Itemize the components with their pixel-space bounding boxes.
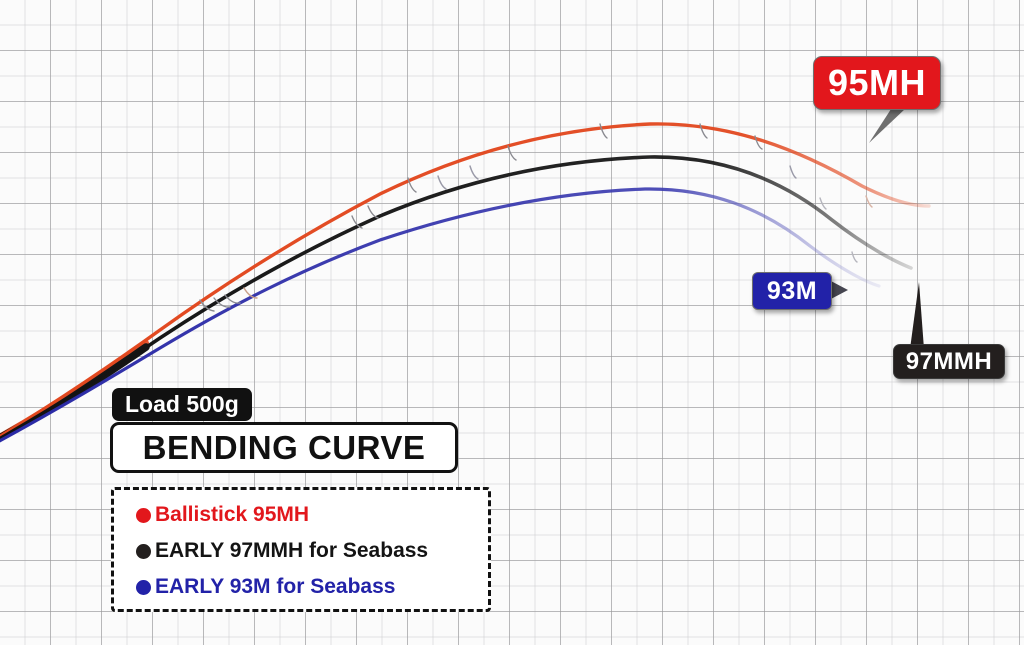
callout-97mmh-label: 97MMH (905, 347, 993, 375)
callout-tail-95mh (869, 106, 906, 143)
legend-item-early-93m: EARLY 93M for Seabass (114, 569, 488, 605)
callout-97mmh[interactable]: 97MMH (893, 344, 1005, 379)
callout-95mh[interactable]: 95MH (813, 56, 941, 110)
chart-title: BENDING CURVE (142, 428, 426, 466)
legend-dot-black (136, 543, 151, 559)
legend-item-early-97mmh: EARLY 97MMH for Seabass (114, 533, 488, 569)
load-badge-label: Load 500g (125, 391, 239, 417)
legend-label-ballistick-95mh: Ballistick 95MH (155, 503, 310, 526)
legend-dot-red (136, 507, 151, 523)
curve-early-93m (0, 187, 881, 443)
rod-guides (199, 123, 873, 312)
callout-tail-97mmh (910, 282, 924, 349)
legend-label-early-93m: EARLY 93M for Seabass (155, 575, 396, 598)
callout-93m-label: 93M (766, 276, 818, 305)
curve-early-97mmh (0, 155, 913, 441)
callout-95mh-label: 95MH (827, 62, 927, 103)
callout-tail-93m (829, 280, 848, 300)
legend-item-ballistick-95mh: Ballistick 95MH (114, 497, 488, 533)
curve-ballistick-95mh (0, 122, 931, 439)
legend: Ballistick 95MH EARLY 97MMH for Seabass … (111, 487, 491, 612)
load-badge: Load 500g (112, 388, 252, 421)
chart-title-box: BENDING CURVE (110, 422, 458, 473)
legend-label-early-97mmh: EARLY 97MMH for Seabass (155, 539, 429, 562)
callout-93m[interactable]: 93M (752, 272, 832, 310)
legend-dot-blue (136, 579, 151, 595)
